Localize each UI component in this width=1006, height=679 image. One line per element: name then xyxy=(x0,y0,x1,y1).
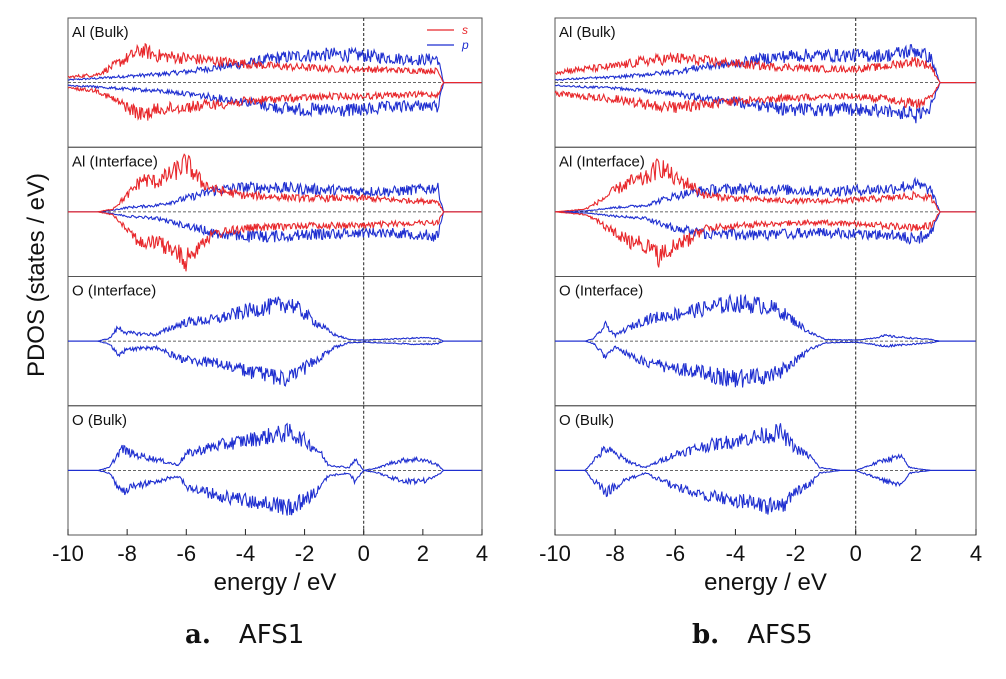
series-s-up xyxy=(554,51,976,84)
x-tick-label: -4 xyxy=(726,541,746,566)
x-tick-label: -4 xyxy=(236,541,256,566)
panel-afs5-1: Al (Bulk) xyxy=(554,17,977,148)
panel-title: O (Bulk) xyxy=(72,412,127,429)
series-s-down xyxy=(555,211,976,268)
y-axis-label: PDOS (states / eV) xyxy=(23,173,50,377)
series-p-up xyxy=(555,293,976,342)
panel-afs5-2: Al (Interface) xyxy=(554,146,977,277)
series-p-up xyxy=(554,176,976,213)
x-axis-label: energy / eV xyxy=(704,569,827,596)
x-tick-label: 4 xyxy=(970,541,982,566)
series-p-up xyxy=(68,181,482,213)
panel-afs5-3: O (Interface) xyxy=(554,276,977,407)
caption-afs5-label: b. xyxy=(692,620,720,650)
series-p-down xyxy=(555,469,976,515)
series-p-down xyxy=(68,211,482,243)
series-p-down xyxy=(555,211,976,245)
legend-label-s: s xyxy=(462,23,468,37)
series-s-down xyxy=(68,211,482,272)
panel-title: O (Bulk) xyxy=(559,412,614,429)
series-p-down xyxy=(555,340,976,388)
series-p-down xyxy=(68,469,482,516)
x-tick-label: -8 xyxy=(605,541,625,566)
panel-title: Al (Bulk) xyxy=(72,24,129,41)
figure-afs1: Al (Bulk) Al (Interface) O (Interface) O (B… xyxy=(52,17,488,596)
caption-afs5: b. AFS5 xyxy=(692,620,813,650)
x-tick-label: -2 xyxy=(786,541,806,566)
series-p-up xyxy=(555,423,976,471)
x-tick-label: 4 xyxy=(476,541,488,566)
x-tick-label: -10 xyxy=(539,541,571,566)
x-tick-label: 2 xyxy=(910,541,922,566)
series-p-down xyxy=(68,340,482,387)
x-tick-label: -6 xyxy=(666,541,686,566)
series-p-up xyxy=(554,43,976,84)
legend: sp xyxy=(427,23,469,52)
panel-afs1-1: Al (Bulk) xyxy=(67,17,483,148)
x-tick-label: 2 xyxy=(417,541,429,566)
series-p-up xyxy=(68,296,482,342)
series-s-up xyxy=(67,42,482,84)
series-s-up xyxy=(68,153,482,213)
panel-title: Al (Interface) xyxy=(72,153,158,170)
figure-afs5: Al (Bulk) Al (Interface) O (Interface) O (B… xyxy=(539,17,982,596)
panel-afs1-4: O (Bulk) xyxy=(67,405,483,536)
legend-label-p: p xyxy=(461,38,469,52)
caption-afs1-label: a. xyxy=(185,620,211,650)
pdos-figure: PDOS (states / eV) Al (Bulk) Al (Interfac… xyxy=(23,17,982,596)
panel-title: O (Interface) xyxy=(559,283,643,300)
caption-afs5-name: AFS5 xyxy=(747,620,813,650)
x-tick-label: -6 xyxy=(177,541,197,566)
caption-afs1: a. AFS1 xyxy=(185,620,304,650)
panel-afs1-2: Al (Interface) xyxy=(67,146,483,277)
series-s-up xyxy=(554,158,976,213)
panel-afs1-3: O (Interface) xyxy=(67,276,483,407)
x-axis: -10 -8 -6 -4 -2 0 2 4 energy / eV xyxy=(539,529,982,596)
x-axis-label: energy / eV xyxy=(214,569,337,596)
series-p-down xyxy=(67,82,482,118)
series-p-up xyxy=(67,46,482,84)
x-tick-label: 0 xyxy=(358,541,370,566)
x-tick-label: -8 xyxy=(117,541,137,566)
caption-afs1-name: AFS1 xyxy=(238,620,305,650)
panel-title: O (Interface) xyxy=(72,283,156,300)
series-s-down xyxy=(67,82,482,121)
panel-title: Al (Bulk) xyxy=(559,24,616,41)
series-p-down xyxy=(554,82,976,124)
x-tick-label: 0 xyxy=(850,541,862,566)
x-tick-label: -10 xyxy=(52,541,84,566)
panel-afs5-4: O (Bulk) xyxy=(554,405,977,536)
x-axis: -10 -8 -6 -4 -2 0 2 4 energy / eV xyxy=(52,529,488,596)
series-s-down xyxy=(554,82,976,114)
x-tick-label: -2 xyxy=(295,541,315,566)
panel-title: Al (Interface) xyxy=(559,153,645,170)
series-p-up xyxy=(68,422,482,471)
